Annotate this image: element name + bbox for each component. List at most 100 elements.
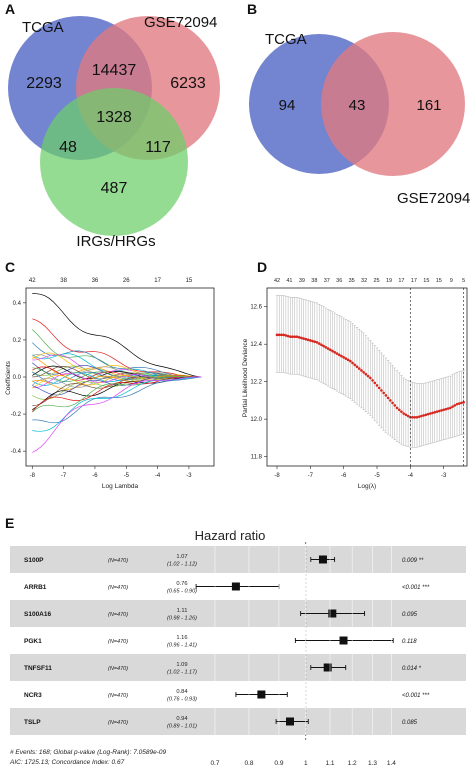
cv-point — [375, 384, 379, 387]
cv-point — [426, 412, 430, 416]
cv-point — [397, 408, 401, 412]
cv-point — [346, 358, 350, 362]
forest-p-text: 0.014 * — [402, 666, 422, 672]
forest-n-label: (N=470) — [108, 585, 128, 591]
venn-b-count-gse-only: 161 — [416, 97, 441, 114]
cv-point — [382, 391, 385, 395]
cv-point — [446, 407, 450, 410]
forest-row-band — [10, 654, 466, 681]
cv-point — [411, 415, 414, 419]
cv-point — [311, 339, 314, 343]
cv-xlabel: Log(λ) — [358, 483, 376, 490]
forest-gene-label: NCR3 — [24, 692, 42, 699]
venn-a-count-irg-only: 487 — [101, 180, 128, 197]
forest-n-label: (N=470) — [108, 639, 128, 645]
cv-point — [315, 341, 319, 344]
cv-top-tick-label: 41 — [286, 278, 292, 284]
lasso-path-line — [32, 318, 202, 378]
venn-a-tcga-label: TCGA — [22, 19, 64, 36]
cv-top-tick-label: 5 — [462, 278, 465, 284]
forest-x-tick-label: 1.4 — [387, 760, 396, 767]
cv-point — [380, 389, 383, 392]
cv-point — [393, 404, 397, 407]
forest-ci-text: (0.96 - 1.41) — [167, 643, 197, 649]
cv-point — [362, 371, 365, 374]
cv-point — [422, 414, 425, 417]
cv-point — [329, 348, 332, 352]
lasso-top-tick-label: 38 — [60, 278, 67, 284]
cv-point — [420, 414, 423, 418]
lasso-top-tick-label: 42 — [29, 278, 36, 284]
forest-x-tick-label: 0.9 — [274, 760, 283, 767]
forest-footer-line1: # Events: 168; Global p-value (Log-Rank)… — [10, 749, 166, 756]
cv-top-tick-label: 39 — [299, 278, 305, 284]
cv-y-tick-label: 12.4 — [250, 342, 262, 348]
venn-a-count-all: 1328 — [96, 109, 132, 126]
cv-x-axis: -8 -7 -6 -5 -4 -3 — [274, 466, 447, 479]
venn-b-gse-label: GSE72094 — [397, 190, 470, 207]
cv-point — [349, 359, 352, 363]
lasso-path-line — [32, 376, 202, 406]
cv-top-tick-label: 17 — [411, 278, 417, 284]
cv-point — [304, 337, 308, 341]
forest-p-text: <0.001 *** — [402, 693, 430, 699]
cv-x-tick-label: -8 — [274, 473, 280, 479]
forest-p-text: 0.085 — [402, 720, 418, 726]
venn-a-irg-circle — [40, 88, 188, 236]
cv-point — [280, 333, 283, 337]
cv-point — [340, 354, 343, 358]
cv-point — [309, 339, 312, 342]
cv-point — [433, 410, 437, 414]
cv-point — [435, 410, 439, 413]
lasso-y-tick-label: -0.4 — [11, 449, 22, 455]
lasso-x-axis: -8 -7 -6 -5 -4 -3 — [30, 466, 192, 479]
lasso-x-tick-label: -6 — [92, 473, 98, 479]
cv-point — [353, 363, 357, 367]
forest-gene-label: S100A16 — [24, 611, 51, 618]
venn-a-count-gse-irg: 117 — [145, 139, 171, 156]
cv-point — [424, 413, 428, 417]
forest-row: NCR3 (N=470) 0.84 (0.76 - 0.93) <0.001 *** — [24, 689, 430, 703]
cv-x-tick-label: -6 — [341, 473, 347, 479]
cv-point — [384, 394, 388, 397]
cv-point — [453, 404, 457, 407]
cv-y-tick-label: 12.0 — [250, 417, 262, 423]
cv-point — [442, 408, 445, 412]
forest-hr-text: 0.94 — [176, 716, 188, 722]
forest-x-tick-label: 0.8 — [244, 760, 253, 767]
lasso-x-tick-label: -7 — [61, 473, 67, 479]
cv-point — [400, 410, 403, 413]
forest-p-text: 0.009 ** — [402, 558, 424, 564]
cv-plot-frame — [266, 287, 468, 467]
lasso-path-line — [32, 371, 202, 384]
lasso-x-tick-label: -4 — [155, 473, 161, 479]
forest-n-label: (N=470) — [108, 612, 128, 618]
cv-point — [284, 334, 288, 337]
forest-plot-panel: E Hazard ratio S100P (N=470) 1.07 (1.02 - 1… — [5, 515, 466, 767]
venn-b-tcga-label: TCGA — [265, 31, 307, 48]
lasso-path-line — [32, 376, 202, 424]
forest-p-text: 0.118 — [402, 639, 417, 645]
lasso-y-axis: 0.4 0.2 0.0 -0.2 -0.4 — [11, 301, 26, 455]
forest-ci-text: (1.02 - 1.12) — [167, 562, 197, 568]
forest-p-text: <0.001 *** — [402, 585, 430, 591]
cv-point — [457, 402, 461, 405]
cv-point — [429, 412, 432, 415]
forest-row-band — [10, 546, 466, 573]
cv-lambda-lines — [409, 288, 465, 466]
forest-hr-marker — [257, 690, 266, 699]
cv-point — [360, 369, 363, 372]
cv-point — [320, 343, 323, 347]
lasso-path-line — [32, 376, 202, 412]
cv-y-axis: 12.6 12.4 12.2 12.0 11.8 — [250, 305, 267, 461]
cv-deviance-points — [275, 333, 465, 419]
cv-point — [369, 376, 372, 380]
venn-a-count-tcga-only: 2293 — [26, 75, 62, 92]
cv-point — [337, 353, 341, 357]
forest-x-tick-label: 1.1 — [325, 760, 334, 767]
forest-x-tick-label: 1 — [304, 760, 308, 767]
cv-point — [355, 365, 359, 368]
forest-hr-text: 0.76 — [176, 581, 187, 587]
cv-top-tick-label: 36 — [336, 278, 342, 284]
venn-b-count-both: 43 — [349, 97, 366, 114]
